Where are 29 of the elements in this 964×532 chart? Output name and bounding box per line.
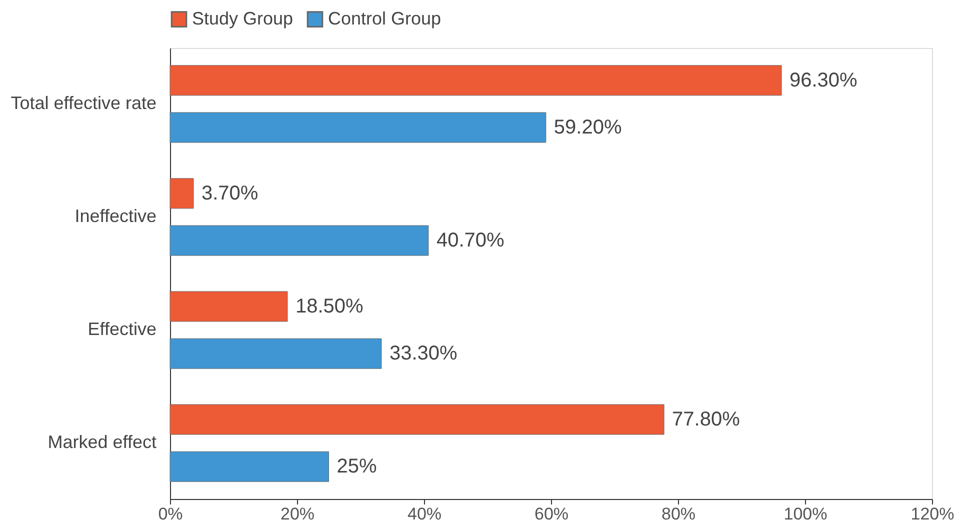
y-tick-label: Ineffective (74, 206, 156, 226)
bar (170, 291, 288, 322)
x-tick-label: 0% (158, 504, 183, 524)
y-tick-label: Marked effect (48, 432, 156, 452)
bar (170, 451, 329, 482)
legend-label: Control Group (328, 8, 442, 28)
bar (170, 338, 382, 369)
bar (170, 65, 782, 96)
x-tick-label: 100% (784, 504, 828, 524)
x-tick-label: 120% (910, 504, 954, 524)
y-tick-label: Total effective rate (10, 92, 156, 113)
bar (170, 178, 194, 209)
data-label: 59.20% (554, 116, 622, 138)
x-tick-label: 20% (280, 504, 315, 524)
legend-label: Study Group (192, 8, 294, 28)
data-label: 40.70% (436, 230, 504, 252)
bar (170, 225, 429, 256)
data-label: 96.30% (790, 69, 858, 92)
bar (170, 112, 546, 143)
data-label: 3.70% (201, 182, 258, 204)
data-label: 25% (336, 456, 377, 478)
data-label: 77.80% (672, 408, 740, 430)
data-label: 33.30% (389, 342, 458, 365)
y-tick-label: Effective (88, 319, 156, 340)
data-label: 18.50% (295, 295, 364, 318)
x-tick-label: 80% (661, 504, 696, 524)
bar (170, 404, 664, 435)
x-tick-label: 60% (534, 504, 569, 524)
x-tick-label: 40% (407, 504, 442, 524)
